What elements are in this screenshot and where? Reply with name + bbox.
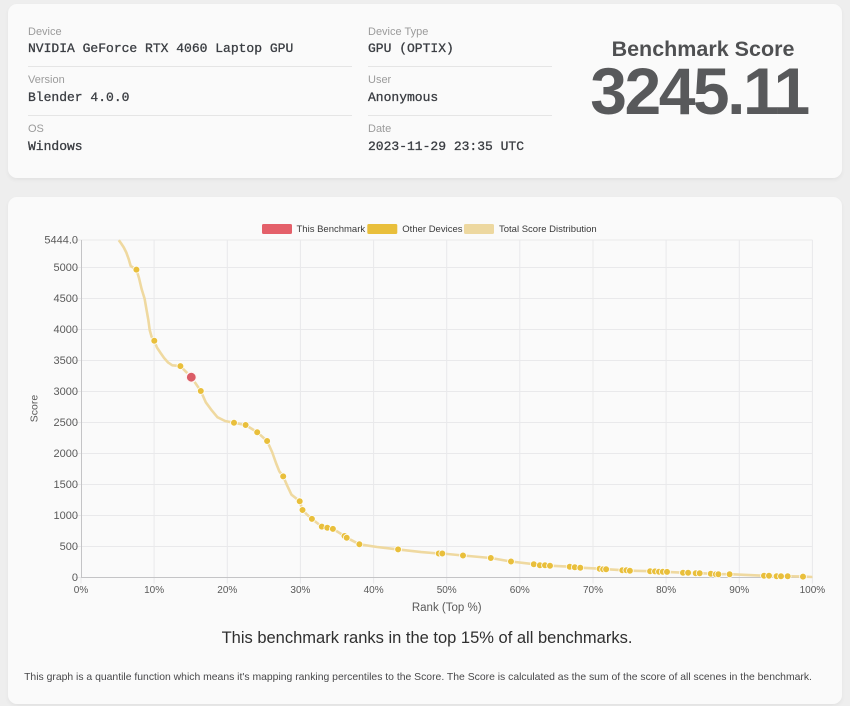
svg-text:1500: 1500 xyxy=(54,479,78,491)
svg-text:Score: Score xyxy=(29,395,41,423)
svg-text:5444.0: 5444.0 xyxy=(44,235,78,247)
svg-text:100%: 100% xyxy=(800,585,826,596)
svg-text:20%: 20% xyxy=(217,585,237,596)
svg-text:50%: 50% xyxy=(437,585,457,596)
svg-text:5000: 5000 xyxy=(54,262,78,274)
svg-text:This Benchmark: This Benchmark xyxy=(297,224,366,235)
svg-text:30%: 30% xyxy=(290,585,310,596)
svg-text:Rank (Top %): Rank (Top %) xyxy=(412,602,482,614)
svg-text:500: 500 xyxy=(60,541,78,553)
svg-text:40%: 40% xyxy=(364,585,384,596)
svg-text:60%: 60% xyxy=(510,585,530,596)
svg-text:Other Devices: Other Devices xyxy=(402,224,462,235)
svg-text:90%: 90% xyxy=(729,585,749,596)
svg-text:10%: 10% xyxy=(144,585,164,596)
svg-text:3500: 3500 xyxy=(54,355,78,367)
svg-text:0%: 0% xyxy=(74,585,89,596)
svg-text:1000: 1000 xyxy=(54,510,78,522)
svg-text:3000: 3000 xyxy=(54,386,78,398)
svg-text:70%: 70% xyxy=(583,585,603,596)
svg-text:2500: 2500 xyxy=(54,417,78,429)
svg-text:4000: 4000 xyxy=(54,324,78,336)
svg-text:Total Score Distribution: Total Score Distribution xyxy=(499,224,597,235)
svg-text:2000: 2000 xyxy=(54,448,78,460)
svg-text:4500: 4500 xyxy=(54,293,78,305)
svg-text:0: 0 xyxy=(72,572,78,584)
svg-text:80%: 80% xyxy=(656,585,676,596)
